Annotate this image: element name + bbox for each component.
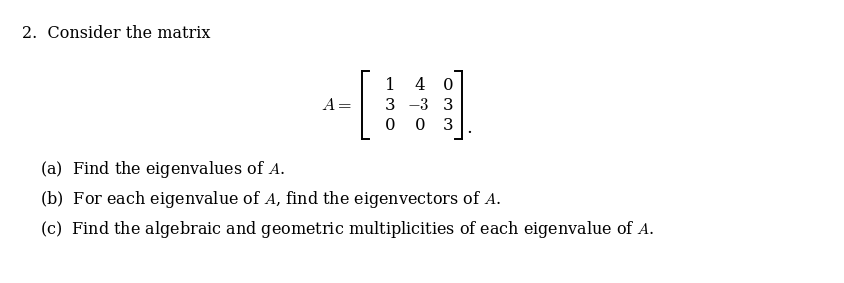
Text: $-3$: $-3$ <box>407 97 430 113</box>
Text: 3: 3 <box>443 117 453 134</box>
Text: 1: 1 <box>385 76 395 93</box>
Text: 4: 4 <box>414 76 425 93</box>
Text: 2.  Consider the matrix: 2. Consider the matrix <box>22 25 210 42</box>
Text: 3: 3 <box>443 97 453 113</box>
Text: (c)  Find the algebraic and geometric multiplicities of each eigenvalue of $A$.: (c) Find the algebraic and geometric mul… <box>40 219 655 240</box>
Text: 3: 3 <box>385 97 395 113</box>
Text: .: . <box>466 119 472 137</box>
Text: 0: 0 <box>385 117 395 134</box>
Text: (a)  Find the eigenvalues of $A$.: (a) Find the eigenvalues of $A$. <box>40 159 285 180</box>
Text: 0: 0 <box>414 117 425 134</box>
Text: (b)  For each eigenvalue of $A$, find the eigenvectors of $A$.: (b) For each eigenvalue of $A$, find the… <box>40 189 501 210</box>
Text: $A=$: $A=$ <box>322 97 352 113</box>
Text: 0: 0 <box>443 76 453 93</box>
